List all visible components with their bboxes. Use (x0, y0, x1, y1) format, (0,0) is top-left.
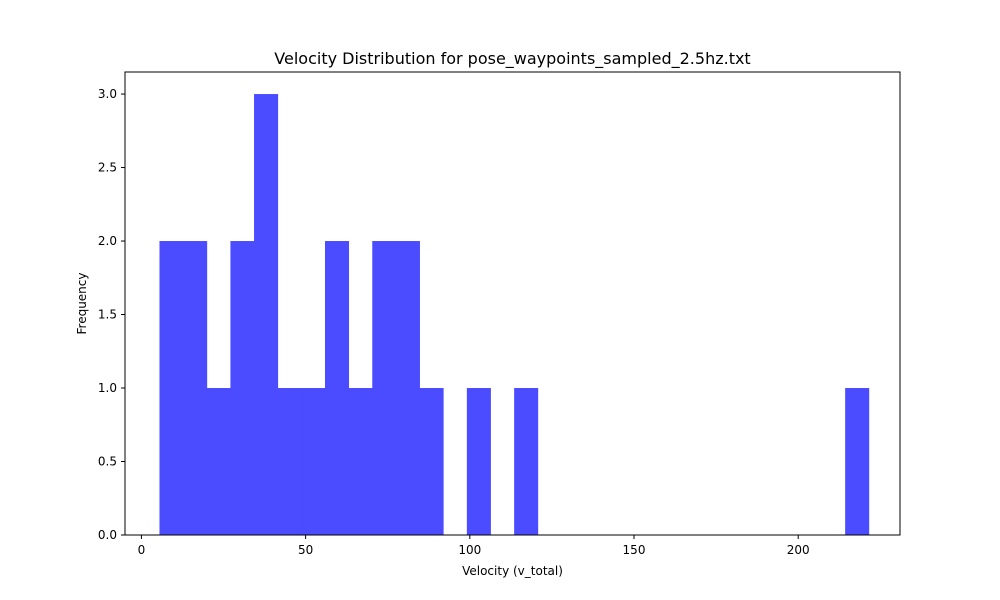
x-tick-label: 150 (623, 543, 646, 557)
y-tick-label: 0.5 (98, 455, 117, 469)
histogram-bar-3 (230, 241, 255, 536)
x-tick-label: 0 (138, 543, 146, 557)
y-axis-ticks: 0.0 0.5 1.0 1.5 2.0 2.5 3.0 (98, 87, 125, 542)
x-tick-label: 50 (298, 543, 313, 557)
plot-frame (124, 71, 901, 536)
y-tick-label: 1.5 (98, 308, 117, 322)
y-tick-label: 2.0 (98, 234, 117, 248)
histogram-bar-1 (183, 241, 208, 536)
histogram-bar-4 (254, 94, 279, 536)
histogram-bar-6 (301, 388, 326, 535)
histogram-bar-15 (514, 388, 539, 535)
histogram-bar-2 (206, 388, 231, 535)
x-tick-label: 200 (787, 543, 810, 557)
y-tick-label: 1.0 (98, 381, 117, 395)
x-axis-ticks: 0 50 100 150 200 (138, 535, 810, 557)
chart-title: Velocity Distribution for pose_waypoints… (274, 49, 750, 69)
histogram-bar-0 (159, 241, 184, 536)
histogram-bars (159, 94, 870, 536)
histogram-bar-8 (348, 388, 373, 535)
histogram-bar-11 (419, 388, 444, 535)
histogram-bar-10 (395, 241, 420, 536)
histogram-bar-9 (372, 241, 397, 536)
y-tick-label: 0.0 (98, 528, 117, 542)
y-tick-label: 3.0 (98, 87, 117, 101)
histogram-bar-13 (466, 388, 491, 535)
y-tick-label: 2.5 (98, 161, 117, 175)
histogram-bar-5 (277, 388, 302, 535)
x-tick-label: 100 (458, 543, 481, 557)
y-axis-label: Frequency (75, 273, 89, 335)
x-axis-label: Velocity (v_total) (462, 564, 563, 578)
histogram-bar-7 (324, 241, 350, 536)
histogram-bar-29 (845, 388, 870, 535)
